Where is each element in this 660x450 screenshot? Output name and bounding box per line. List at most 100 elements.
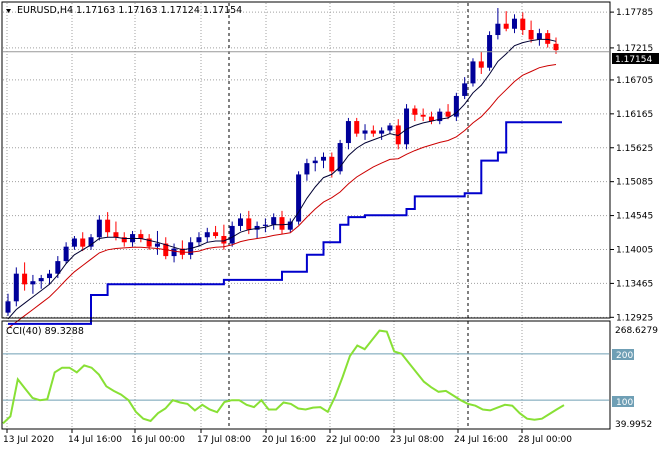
price-tick-label: 1.17785 [616, 8, 653, 18]
candle-body [470, 61, 476, 84]
price-tick-label: 1.17215 [616, 44, 653, 54]
candle-body [47, 273, 53, 279]
candle-body [105, 219, 111, 233]
candle-body [445, 111, 451, 117]
candle-body [428, 116, 434, 122]
fast-ma-line [7, 38, 557, 320]
candle-body [63, 246, 69, 262]
candle-body [96, 219, 102, 238]
candle-body [254, 225, 260, 230]
candle-body [121, 237, 127, 243]
candle-body [287, 221, 293, 230]
candle-body [536, 33, 542, 40]
candle-body [271, 217, 277, 225]
time-tick-label: 20 Jul 16:00 [262, 435, 316, 445]
candle-body [146, 238, 152, 247]
candle-body [138, 234, 144, 239]
candle-body [404, 108, 410, 145]
candle-body [453, 95, 459, 117]
price-tick-label: 1.13465 [616, 279, 653, 289]
price-tick-label: 1.12925 [616, 313, 653, 323]
candle-body [312, 160, 318, 164]
price-tick-label: 1.16165 [616, 110, 653, 120]
cci-pane-border [1, 320, 611, 430]
candle-body [5, 301, 11, 313]
cci-min-label: 39.9952 [615, 420, 652, 430]
current-price-marker [612, 53, 659, 64]
candle-body [437, 111, 443, 122]
trailing-stop-line [8, 121, 562, 325]
candle-body [71, 238, 77, 247]
price-tick-label: 1.15085 [616, 178, 653, 188]
moving-average-lines [3, 38, 609, 329]
candle-body [387, 125, 393, 131]
ohlc-label: 1.17163 1.17163 1.17124 1.17154 [76, 5, 242, 16]
candle-body [412, 108, 418, 115]
candle-body [179, 248, 185, 255]
candle-body [279, 217, 285, 230]
cci-indicator [2, 329, 609, 425]
candle-body [262, 224, 268, 226]
time-tick-label: 28 Jul 00:00 [518, 435, 572, 445]
candle-body [196, 237, 202, 243]
time-tick-label: 23 Jul 08:00 [390, 435, 444, 445]
grid-lines [3, 3, 609, 428]
slow-ma-line [7, 64, 557, 329]
cci-level-200-marker [612, 349, 634, 360]
candle-body [80, 238, 86, 247]
candle-body [370, 130, 376, 134]
candle-body [221, 235, 227, 244]
cci-max-label: 268.6279 [615, 326, 658, 336]
candle-body [22, 273, 28, 285]
candle-body [511, 18, 517, 29]
time-tick-label: 16 Jul 00:00 [131, 435, 185, 445]
candle-body [213, 232, 219, 236]
candle-body [495, 23, 501, 36]
candle-body [545, 33, 551, 44]
candlestick-series [5, 8, 559, 316]
price-tick-label: 1.14545 [616, 212, 653, 222]
candle-body [30, 281, 36, 285]
candle-body [88, 237, 94, 247]
candle-body [462, 83, 468, 96]
candle-body [237, 218, 243, 226]
candle-body [246, 218, 252, 230]
candle-body [154, 243, 160, 247]
candle-body [329, 156, 335, 172]
collapse-arrow-icon[interactable] [6, 9, 11, 13]
cci-level-100-label: 100 [616, 398, 633, 408]
time-tick-label: 24 Jul 16:00 [454, 435, 508, 445]
candle-body [229, 225, 235, 244]
candle-body [520, 18, 526, 31]
candle-body [337, 143, 343, 172]
price-tick-label: 1.16705 [616, 76, 653, 86]
candle-body [171, 248, 177, 257]
current-price-label: 1.17154 [615, 55, 652, 65]
time-axis: 13 Jul 2020 14 Jul 16:00 16 Jul 00:00 17 Ju… [3, 429, 572, 445]
symbol-label: EURUSD,H4 [17, 5, 73, 16]
candle-body [345, 121, 351, 144]
candle-body [420, 114, 426, 117]
candle-body [354, 121, 360, 134]
candle-body [379, 130, 385, 134]
candle-body [503, 23, 509, 29]
candle-body [553, 43, 559, 51]
candle-body [296, 174, 302, 222]
price-pane-border [1, 1, 611, 319]
cci-line [2, 329, 565, 425]
time-tick-label: 22 Jul 00:00 [326, 435, 380, 445]
price-tick-label: 1.14005 [616, 245, 653, 255]
candle-body [113, 232, 119, 238]
candle-body [321, 156, 327, 161]
candle-body [204, 232, 210, 238]
candle-body [38, 278, 44, 282]
cci-title: CCI(40) 89.3288 [6, 326, 84, 337]
time-tick-label: 13 Jul 2020 [3, 435, 54, 445]
time-tick-label: 14 Jul 16:00 [68, 435, 122, 445]
price-tick-label: 1.15625 [616, 144, 653, 154]
time-tick-label: 17 Jul 08:00 [197, 435, 251, 445]
cci-level-100-marker [612, 396, 634, 407]
candle-body [55, 261, 61, 274]
candle-body [304, 163, 310, 175]
